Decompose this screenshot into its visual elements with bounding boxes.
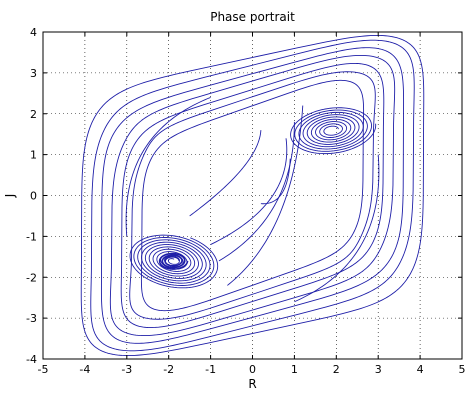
outer-orbit (120, 62, 385, 329)
chart-title: Phase portrait (210, 10, 295, 24)
y-tick-label: -2 (26, 271, 37, 284)
x-tick-label: -4 (79, 363, 90, 376)
outer-orbit (129, 71, 376, 320)
lower-core (158, 252, 189, 270)
y-tick-label: 1 (30, 149, 37, 162)
x-tick-label: 0 (249, 363, 256, 376)
y-tick-label: -4 (26, 353, 37, 366)
y-tick-label: 0 (30, 190, 37, 203)
x-tick-label: 3 (375, 363, 382, 376)
crossover-strand (189, 130, 262, 217)
outer-orbit (80, 34, 425, 357)
outer-orbit (140, 79, 365, 312)
y-tick-label: 3 (30, 67, 37, 80)
crossover-strand (125, 96, 211, 237)
crossover-strand (218, 121, 295, 262)
lower-spiral (129, 234, 219, 289)
trajectory (80, 34, 425, 357)
upper-spiral (290, 107, 377, 155)
outer-orbit (100, 47, 405, 344)
x-tick-label: 4 (417, 363, 424, 376)
x-tick-label: -1 (205, 363, 216, 376)
x-tick-label: 5 (459, 363, 466, 376)
x-tick-label: -5 (38, 363, 49, 376)
y-tick-label: -1 (26, 230, 37, 243)
crossover-strand (210, 138, 288, 245)
x-tick-label: -3 (121, 363, 132, 376)
x-tick-label: 1 (291, 363, 298, 376)
x-tick-label: -2 (163, 363, 174, 376)
y-tick-label: 2 (30, 108, 37, 121)
y-axis-label: J (3, 194, 17, 199)
outer-orbit (90, 39, 415, 352)
crossover-strand (260, 158, 291, 205)
crossover-strand (294, 154, 380, 303)
outer-orbit (109, 54, 396, 337)
y-tick-label: 4 (30, 26, 37, 39)
x-axis-label: R (248, 377, 256, 391)
crossover-strand (227, 105, 304, 286)
y-tick-label: -3 (26, 312, 37, 325)
x-tick-label: 2 (333, 363, 340, 376)
